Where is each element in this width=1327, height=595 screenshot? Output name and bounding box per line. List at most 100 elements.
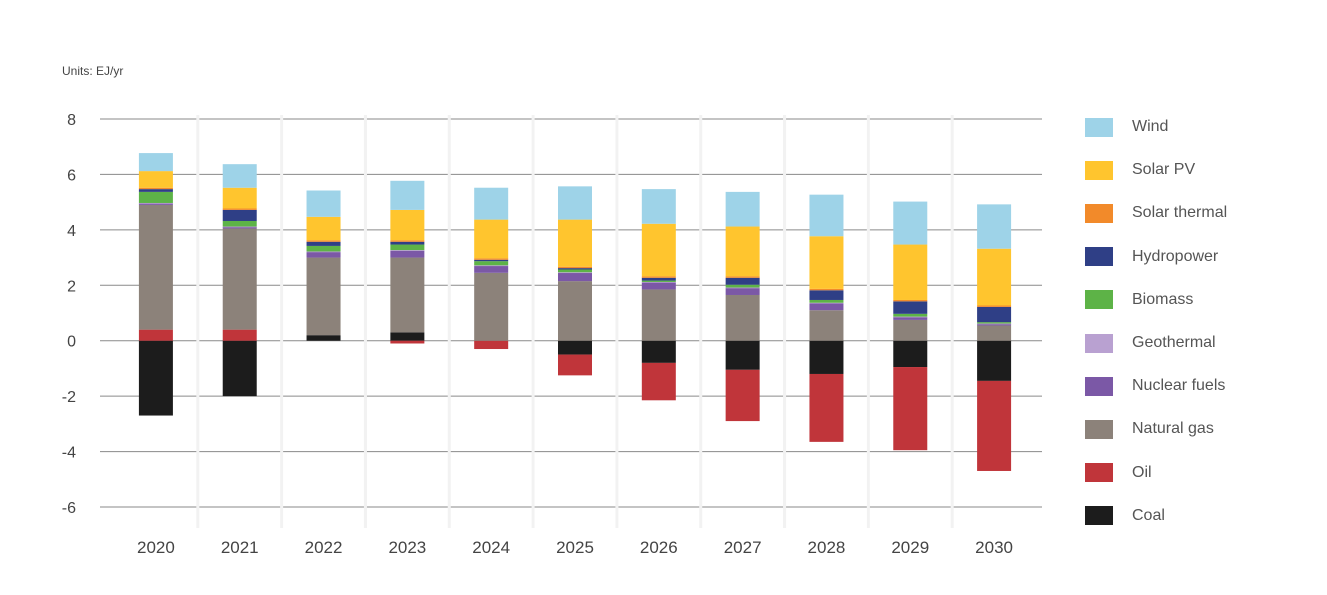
bar-segment-oil xyxy=(977,380,1012,471)
bar-segment-natural-gas xyxy=(474,272,509,341)
bar-segment-solar-pv xyxy=(977,248,1012,306)
bar-segment-solar-pv xyxy=(641,223,676,277)
bar-segment-hydropower xyxy=(893,301,928,314)
bar-segment-geothermal xyxy=(641,281,676,283)
legend-item: Coal xyxy=(1085,501,1165,531)
legend-swatch xyxy=(1085,290,1113,310)
legend-label: Oil xyxy=(1132,463,1152,481)
bar-segment-natural-gas xyxy=(306,257,341,336)
legend-label: Wind xyxy=(1132,118,1169,135)
units-label: Units: EJ/yr xyxy=(62,64,124,78)
x-tick-label: 2026 xyxy=(640,538,678,557)
bar-segment-wind xyxy=(641,189,676,224)
bar-segment-nuclear-fuels xyxy=(390,250,425,258)
bar-segment-oil xyxy=(809,373,844,442)
bar-segment-solar-thermal xyxy=(641,276,676,278)
y-tick-label: -2 xyxy=(62,389,76,406)
bar-segment-geothermal xyxy=(474,265,509,267)
bar-segment-coal xyxy=(390,332,425,341)
bar-segment-solar-thermal xyxy=(390,240,425,242)
bar-segment-biomass xyxy=(893,313,928,317)
bar-segment-nuclear-fuels xyxy=(977,324,1012,326)
bar-segment-natural-gas xyxy=(138,204,173,330)
x-tick-label: 2025 xyxy=(556,538,594,557)
legend-swatch xyxy=(1085,247,1113,267)
y-tick-label: 8 xyxy=(67,112,76,129)
x-tick-label: 2021 xyxy=(221,538,259,557)
bar-segment-natural-gas xyxy=(390,257,425,333)
bar-segment-oil xyxy=(474,340,509,350)
legend-swatch xyxy=(1085,160,1113,180)
bar-segment-natural-gas xyxy=(641,289,676,341)
bar-segment-nuclear-fuels xyxy=(222,227,257,229)
bar-segment-geothermal xyxy=(977,323,1012,325)
bars-layer xyxy=(138,153,1012,471)
bar-segment-hydropower xyxy=(222,209,257,221)
bar-segment-coal xyxy=(306,335,341,341)
bar-segment-geothermal xyxy=(809,302,844,304)
legend-swatch xyxy=(1085,506,1113,526)
bar-segment-nuclear-fuels xyxy=(474,265,509,273)
bar-segment-natural-gas xyxy=(809,310,844,341)
legend-swatch xyxy=(1085,333,1113,353)
bar-segment-solar-pv xyxy=(893,244,928,300)
bar-segment-coal xyxy=(138,340,173,416)
x-tick-label: 2030 xyxy=(975,538,1013,557)
bar-segment-solar-pv xyxy=(390,209,425,241)
bar-segment-hydropower xyxy=(641,277,676,281)
x-tick-label: 2029 xyxy=(891,538,929,557)
legend-item: Solar PV xyxy=(1085,155,1195,185)
bar-segment-natural-gas xyxy=(558,281,592,341)
bar-segment-geothermal xyxy=(558,272,592,274)
bar-segment-coal xyxy=(641,340,676,363)
bar-segment-solar-pv xyxy=(558,219,592,267)
bar-segment-oil xyxy=(725,369,760,422)
bar-segment-geothermal xyxy=(390,250,425,251)
bar-segment-natural-gas xyxy=(977,325,1012,341)
bar-segment-wind xyxy=(138,153,173,172)
legend-swatch xyxy=(1085,463,1113,483)
legend-label: Coal xyxy=(1132,506,1165,524)
legend-label: Biomass xyxy=(1132,290,1194,308)
y-tick-label: -6 xyxy=(62,500,76,517)
bar-segment-geothermal xyxy=(893,316,928,318)
legend-swatch xyxy=(1085,203,1113,223)
bar-segment-biomass xyxy=(474,261,509,266)
bar-segment-natural-gas xyxy=(893,319,928,341)
legend-label: Nuclear fuels xyxy=(1132,377,1226,395)
legend-swatch xyxy=(1085,419,1113,439)
bar-segment-biomass xyxy=(138,191,173,203)
ticks-layer: 8 6 4 2 0 -2 -4 -6 2020 2021 2022 2023 2024 2025 2026 2… xyxy=(62,112,1013,557)
bar-segment-natural-gas xyxy=(725,294,760,341)
legend-item: Oil xyxy=(1085,458,1152,488)
bar-segment-wind xyxy=(222,164,257,188)
legend-label: Geothermal xyxy=(1132,334,1216,351)
bar-segment-hydropower xyxy=(809,290,844,300)
bar-segment-nuclear-fuels xyxy=(558,272,592,282)
bar-segment-biomass xyxy=(809,299,844,303)
bar-segment-nuclear-fuels xyxy=(641,282,676,290)
legend-swatch xyxy=(1085,376,1113,396)
bar-segment-hydropower xyxy=(138,189,173,192)
bar-segment-wind xyxy=(977,204,1012,249)
bar-segment-biomass xyxy=(222,220,257,227)
legend-item: Nuclear fuels xyxy=(1085,371,1225,401)
bar-segment-wind xyxy=(809,194,844,237)
bar-segment-solar-pv xyxy=(306,216,341,241)
bar-segment-solar-pv xyxy=(725,226,760,277)
bar-segment-coal xyxy=(222,340,257,397)
x-tick-label: 2022 xyxy=(305,538,343,557)
x-tick-label: 2020 xyxy=(137,538,175,557)
bar-segment-nuclear-fuels xyxy=(809,303,844,311)
bar-segment-natural-gas xyxy=(222,228,257,330)
bar-segment-biomass xyxy=(306,245,341,252)
bar-segment-biomass xyxy=(558,269,592,273)
y-tick-label: 0 xyxy=(67,334,76,351)
bar-segment-solar-thermal xyxy=(893,299,928,302)
bar-segment-geothermal xyxy=(138,202,173,204)
bar-segment-hydropower xyxy=(306,241,341,246)
x-tick-label: 2028 xyxy=(808,538,846,557)
legend-label: Solar thermal xyxy=(1132,204,1228,222)
bar-segment-solar-thermal xyxy=(558,266,592,269)
